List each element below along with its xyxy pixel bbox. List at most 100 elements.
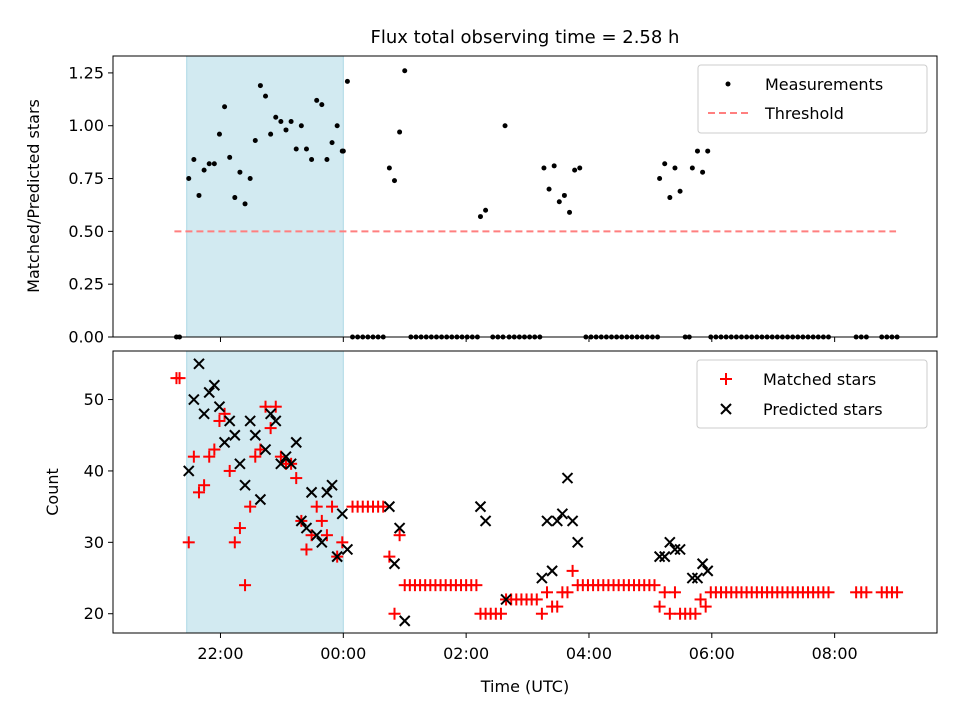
- measurement-point: [344, 78, 350, 84]
- predicted-star-point: [285, 458, 297, 470]
- measurement-point: [386, 165, 392, 171]
- matched-star-point: [310, 500, 323, 513]
- top-y-ticks: 0.00 0.25 0.50 0.75 1.00 1.25: [68, 63, 113, 347]
- bottom-y-tick-label: 40: [84, 461, 104, 480]
- bottom-y-tick-label: 30: [84, 533, 104, 552]
- measurement-point: [206, 161, 212, 167]
- predicted-star-point: [193, 358, 205, 370]
- x-axis-label: Time (UTC): [480, 677, 569, 696]
- matched-star-point: [239, 579, 252, 592]
- predicted-star-point: [331, 550, 343, 563]
- predicted-star-point: [203, 386, 215, 399]
- legend-matched-label: Matched stars: [763, 370, 876, 389]
- top-y-tick-label: 0.50: [68, 222, 104, 241]
- measurement-point: [186, 176, 192, 182]
- measurement-point: [567, 209, 573, 215]
- measurement-point: [551, 163, 557, 169]
- measurement-point: [577, 165, 583, 171]
- predicted-star-point: [388, 558, 401, 570]
- measurement-point: [483, 207, 489, 213]
- measurement-point: [561, 192, 567, 198]
- measurement-point: [694, 148, 700, 154]
- matched-star-point: [264, 422, 277, 435]
- predicted-star-point: [234, 458, 246, 470]
- measurement-point: [705, 148, 711, 154]
- predicted-star-point: [290, 436, 302, 449]
- predicted-star-point: [183, 465, 195, 477]
- predicted-star-point: [546, 565, 558, 577]
- bottom-x-ticks: 22:00 00:00 02:00 04:00 06:00 08:00: [197, 633, 858, 663]
- predicted-star-point: [702, 565, 714, 577]
- top-axes-frame: [112, 55, 938, 338]
- matched-star-point: [377, 500, 390, 513]
- measurement-point: [314, 97, 320, 103]
- predicted-star-point: [566, 515, 579, 527]
- matched-star-point: [173, 372, 186, 385]
- measurement-point: [222, 104, 228, 110]
- measurement-point: [700, 169, 706, 175]
- predicted-star-point: [691, 572, 704, 584]
- measurement-point: [196, 192, 202, 198]
- top-legend: Measurements Threshold: [697, 64, 928, 134]
- x-tick-label: 00:00: [320, 644, 366, 663]
- predicted-star-point: [244, 415, 256, 427]
- predicted-star-point: [326, 479, 338, 491]
- matched-star-point: [530, 593, 543, 606]
- predicted-star-point: [254, 493, 267, 506]
- matched-star-point: [259, 400, 272, 413]
- top-legend-box: [697, 64, 928, 134]
- measurement-point: [252, 138, 258, 144]
- matched-star-point: [860, 586, 873, 599]
- predicted-star-point: [474, 500, 487, 513]
- matched-star-point: [187, 450, 200, 463]
- measurement-point: [237, 169, 243, 175]
- predicted-star-point: [213, 400, 226, 413]
- predicted-star-point: [551, 515, 563, 527]
- matched-star-point: [315, 514, 328, 527]
- x-tick-label: 04:00: [566, 644, 612, 663]
- matched-star-point: [244, 500, 257, 513]
- measurement-point: [191, 157, 197, 163]
- predicted-star-point: [321, 486, 333, 499]
- predicted-star-point: [536, 572, 548, 584]
- bottom-legend-box: [696, 359, 928, 429]
- bottom-axes-frame: [112, 350, 938, 634]
- legend-predicted-marker: [720, 403, 732, 415]
- measurement-point: [402, 68, 408, 74]
- measurement-point: [502, 123, 508, 129]
- predicted-star-point: [218, 436, 231, 449]
- matched-star-point: [494, 607, 507, 620]
- matched-star-point: [203, 450, 216, 463]
- legend-measurements-marker: [725, 81, 731, 87]
- top-y-axis-label: Matched/Predicted stars: [24, 99, 43, 293]
- measurement-point: [572, 167, 578, 173]
- matched-star-point: [822, 586, 835, 599]
- matched-star-point: [208, 443, 221, 456]
- matched-star-point: [192, 486, 205, 499]
- matched-star-point: [653, 600, 666, 613]
- matched-star-point: [223, 464, 236, 477]
- measurement-point: [242, 201, 248, 207]
- predicted-star-point: [479, 515, 492, 527]
- bottom-shaded-region: [186, 350, 344, 634]
- measurement-point: [657, 176, 663, 182]
- measurement-point: [672, 165, 678, 171]
- predicted-star-point: [239, 479, 251, 491]
- chart-title: Flux total observing time = 2.58 h: [371, 27, 680, 48]
- measurement-point: [232, 195, 238, 201]
- measurement-point: [201, 167, 207, 173]
- predicted-star-point: [500, 593, 512, 606]
- matched-star-point: [213, 414, 226, 427]
- measurement-point: [397, 129, 403, 135]
- measurement-point: [288, 118, 294, 124]
- measurement-point: [268, 131, 274, 137]
- matched-star-point: [182, 536, 195, 549]
- predicted-star-point: [259, 443, 272, 456]
- matched-star-point: [393, 529, 406, 542]
- top-y-tick-label: 0.75: [68, 169, 104, 188]
- matched-star-point: [699, 600, 712, 613]
- legend-measurements-label: Measurements: [765, 75, 883, 94]
- predicted-star-point: [305, 486, 318, 499]
- predicted-star-point: [561, 472, 574, 484]
- measurement-point: [303, 146, 309, 152]
